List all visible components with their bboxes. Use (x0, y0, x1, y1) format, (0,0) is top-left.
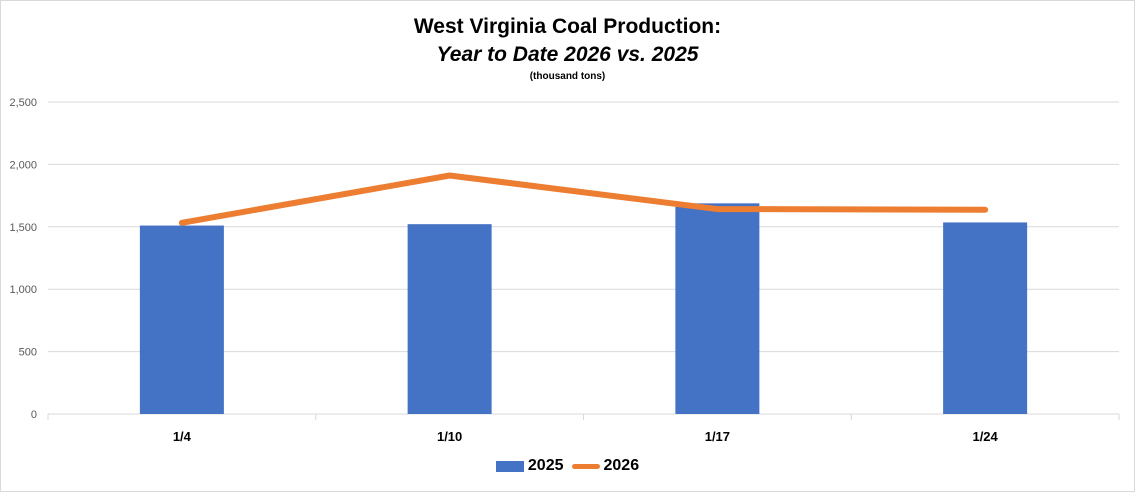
x-tick-label: 1/24 (972, 429, 998, 444)
legend: 2025 2026 (1, 457, 1134, 475)
legend-label: 2026 (603, 457, 640, 474)
bar-2025-1-24 (943, 222, 1028, 414)
y-tick-label: 0 (31, 409, 37, 421)
bar-2025-1-10 (407, 224, 492, 414)
x-tick-label: 1/10 (437, 429, 462, 444)
x-tick-label: 1/4 (173, 429, 192, 444)
legend-item-2026: 2026 (571, 457, 640, 475)
bar-2025-1-4 (139, 225, 224, 414)
chart-units: (thousand tons) (529, 71, 606, 82)
legend-label: 2025 (527, 457, 564, 474)
chart-subtitle: Year to Date 2026 vs. 2025 (436, 43, 699, 66)
bar-2025-1-17 (675, 203, 760, 414)
y-tick-label: 500 (19, 347, 37, 359)
legend-item-2025: 2025 (495, 457, 564, 475)
legend-swatch-bar (495, 460, 524, 472)
chart-title: West Virginia Coal Production: (413, 15, 722, 38)
y-tick-label: 1,000 (9, 284, 37, 296)
y-tick-label: 2,000 (9, 159, 37, 171)
line-2026 (178, 172, 989, 226)
y-tick-label: 1,500 (9, 222, 37, 234)
legend-swatch-line (571, 463, 600, 469)
y-tick-label: 2,500 (9, 97, 37, 109)
x-tick-label: 1/17 (705, 429, 730, 444)
